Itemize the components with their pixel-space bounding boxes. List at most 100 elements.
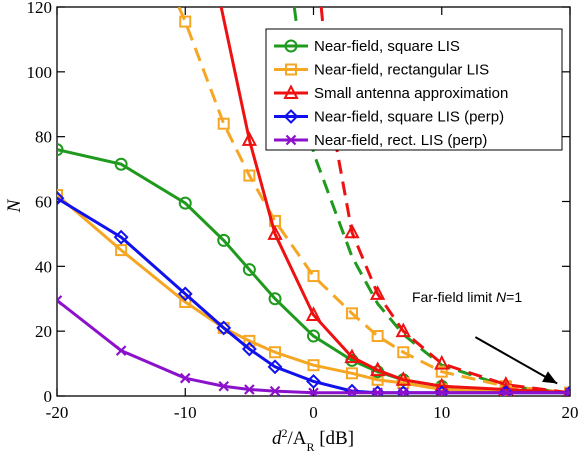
series-dashed-line	[292, 7, 570, 395]
y-tick-label: 100	[27, 63, 53, 82]
series-solid-line	[219, 7, 570, 395]
x-axis-title: d2/AR [dB]	[272, 426, 354, 454]
series-marker	[307, 270, 320, 283]
legend-marker	[283, 84, 299, 99]
legend-label: Near-field, square LIS	[314, 38, 460, 55]
legend-marker	[284, 39, 298, 53]
series-marker	[268, 292, 282, 306]
series-marker	[369, 285, 386, 300]
series-marker	[344, 348, 360, 364]
y-tick-label: 20	[35, 322, 52, 341]
y-tick-label: 40	[35, 257, 52, 276]
legend: Near-field, square LIS Near-field, rectan…	[265, 28, 563, 151]
annotation-arrow-head	[542, 371, 558, 384]
series-marker	[307, 359, 320, 372]
series-marker	[500, 387, 512, 396]
series-marker	[178, 196, 192, 210]
series-marker	[344, 223, 360, 239]
legend-entry: Near-field, rect. LIS (perp)	[274, 132, 487, 149]
marker-stroke	[501, 387, 512, 396]
legend-marker	[285, 63, 297, 76]
series-marker	[243, 169, 256, 182]
annotation-text: Far-field limit N=1	[412, 289, 522, 305]
series-marker	[370, 385, 386, 396]
series-marker	[307, 329, 320, 343]
legend-box	[265, 28, 563, 151]
series-marker	[243, 334, 256, 347]
series-marker	[397, 387, 409, 396]
marker-stroke	[436, 387, 448, 396]
series-marker	[241, 131, 258, 146]
legend-marker	[283, 109, 299, 124]
series-marker	[436, 387, 448, 396]
legend-label: Near-field, rect. LIS (perp)	[314, 132, 487, 149]
series-marker	[269, 346, 282, 359]
series-marker	[218, 380, 230, 392]
legend-label: Near-field, square LIS (perp)	[314, 109, 504, 126]
series-marker	[308, 387, 319, 396]
annotation-arrow-shaft	[474, 336, 558, 385]
marker-stroke	[398, 387, 409, 396]
y-tick-label: 120	[27, 0, 53, 17]
x-tick-label: 0	[309, 403, 318, 422]
marker-stroke	[564, 387, 570, 395]
series-layer	[57, 7, 570, 396]
x-tick-label: -20	[46, 403, 69, 422]
series-solid-line	[57, 193, 570, 395]
series-marker	[217, 117, 230, 130]
series-marker	[345, 307, 358, 320]
legend-entry: Near-field, rectangular LIS	[274, 62, 489, 79]
series-marker	[57, 295, 63, 306]
series-marker	[57, 189, 63, 202]
series-marker	[217, 233, 231, 247]
x-tick-label: 20	[562, 403, 579, 422]
y-tick-label: 60	[35, 193, 52, 212]
marker-stroke	[372, 387, 383, 396]
legend-entry: Small antenna approximation	[274, 84, 508, 102]
series-marker	[57, 143, 64, 157]
annotation: Far-field limit N=1	[412, 289, 558, 385]
series-marker	[562, 385, 570, 396]
series-marker	[395, 322, 411, 338]
series-marker	[369, 361, 386, 377]
legend-label: Small antenna approximation	[314, 85, 508, 102]
series-marker	[57, 190, 65, 206]
series-marker	[434, 385, 450, 396]
marker-stroke	[218, 380, 230, 392]
marker-stroke	[565, 391, 570, 396]
series-marker	[564, 387, 570, 396]
series-marker	[115, 244, 128, 257]
series-marker	[397, 346, 410, 359]
series-marker	[113, 229, 129, 245]
series-marker	[179, 15, 192, 28]
series-marker	[242, 263, 256, 277]
legend-entry: Near-field, square LIS	[274, 38, 460, 55]
series-marker	[241, 341, 257, 357]
series-dashed-line	[177, 7, 570, 395]
series-marker	[371, 330, 384, 343]
y-tick-label: 0	[44, 387, 53, 406]
series-marker	[216, 320, 232, 336]
series-marker	[372, 387, 383, 396]
series-marker	[305, 306, 322, 321]
series-marker	[115, 345, 127, 356]
marker-stroke	[308, 387, 319, 396]
series-solid-1	[57, 189, 570, 396]
marker-stroke	[57, 298, 63, 306]
series-marker	[498, 385, 514, 396]
series-marker	[179, 295, 192, 308]
series-marker	[267, 225, 283, 240]
marker-stroke	[347, 387, 358, 396]
marker-stroke	[179, 372, 191, 384]
series-solid-2	[219, 7, 570, 396]
series-dashed-0	[292, 7, 570, 395]
legend-entry: Near-field, square LIS (perp)	[274, 109, 504, 126]
x-tick-label: 10	[433, 403, 450, 422]
series-marker	[434, 354, 450, 370]
series-marker	[114, 157, 128, 171]
series-marker	[267, 359, 283, 375]
series-solid-4	[57, 295, 570, 396]
legend-label: Near-field, rectangular LIS	[314, 62, 489, 79]
marker-stroke	[57, 295, 63, 302]
